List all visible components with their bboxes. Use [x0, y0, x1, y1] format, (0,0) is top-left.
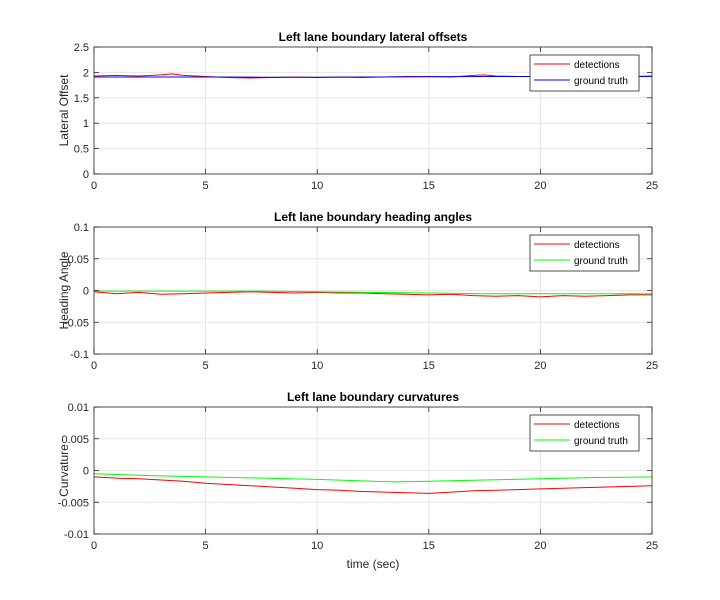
y-tick-label: 0 — [83, 169, 89, 181]
x-tick-label: 20 — [534, 360, 546, 372]
x-tick-label: 5 — [203, 180, 209, 192]
y-tick-label: 2 — [83, 67, 89, 79]
x-tick-label: 25 — [646, 180, 658, 192]
x-tick-label: 0 — [91, 360, 97, 372]
y-tick-label: 0 — [83, 286, 89, 298]
series-line-ground-truth — [94, 290, 652, 295]
y-axis-label: Heading Angle — [57, 251, 71, 329]
x-tick-label: 0 — [91, 540, 97, 552]
y-tick-label: 0.01 — [68, 402, 89, 414]
chart-title: Left lane boundary lateral offsets — [279, 30, 468, 44]
x-tick-label: 15 — [423, 180, 435, 192]
y-axis-label: Lateral Offset — [57, 74, 71, 146]
x-tick-label: 15 — [423, 540, 435, 552]
y-tick-label: 0 — [83, 466, 89, 478]
axes-box — [93, 46, 653, 175]
chart-3: 0 5 10 15 20 25 -0.01 -0.005 0 0.005 0.01 Left lane… — [57, 390, 658, 571]
legend-label: ground truth — [574, 436, 628, 447]
y-tick-label: 0.5 — [74, 144, 89, 156]
y-tick-label: 1.5 — [74, 93, 89, 105]
chart-title: Left lane boundary curvatures — [287, 390, 459, 404]
y-tick-label: -0.005 — [58, 497, 89, 509]
x-tick-label: 25 — [646, 360, 658, 372]
x-tick-label: 25 — [646, 540, 658, 552]
y-tick-label: 2.5 — [74, 42, 89, 54]
legend: detections ground truth — [529, 414, 640, 452]
series-line-detections — [93, 291, 652, 298]
legend: detections ground truth — [529, 54, 640, 92]
legend-box — [529, 234, 640, 272]
x-tick-label: 15 — [423, 360, 435, 372]
x-tick-label: 10 — [311, 180, 323, 192]
x-axis-label: time (sec) — [347, 557, 400, 571]
y-tick-label: -0.05 — [64, 317, 89, 329]
x-tick-label: 20 — [534, 540, 546, 552]
y-axis-label: Curvature — [57, 444, 71, 497]
y-tick-label: -0.01 — [64, 529, 89, 541]
y-tick-label: 0.005 — [61, 434, 89, 446]
y-tick-label: 1 — [83, 118, 89, 130]
chart-2: 0 5 10 15 20 25 -0.1 -0.05 0 0.05 0.1 Left lane bou… — [57, 210, 658, 372]
legend-label: ground truth — [574, 76, 628, 87]
legend-label: detections — [574, 240, 620, 251]
x-tick-label: 10 — [311, 360, 323, 372]
legend-box — [529, 54, 640, 92]
legend-label: detections — [574, 60, 620, 71]
x-tick-label: 5 — [203, 540, 209, 552]
y-tick-label: 0.1 — [74, 222, 89, 234]
x-tick-label: 20 — [534, 180, 546, 192]
y-tick-label: -0.1 — [70, 349, 89, 361]
series-line-ground-truth — [93, 473, 653, 483]
legend-box — [529, 414, 640, 452]
x-tick-label: 10 — [311, 540, 323, 552]
legend-label: detections — [574, 420, 620, 431]
y-tick-label: 0.05 — [68, 254, 89, 266]
chart-title: Left lane boundary heading angles — [274, 210, 472, 224]
legend: detections ground truth — [529, 234, 640, 272]
x-tick-label: 5 — [203, 360, 209, 372]
chart-1: 0 5 10 15 20 25 0 0.5 1 1.5 2 2.5 Left lane boundary… — [57, 30, 658, 192]
series-line-detections — [93, 476, 653, 494]
legend-label: ground truth — [574, 256, 628, 267]
x-tick-label: 0 — [91, 180, 97, 192]
